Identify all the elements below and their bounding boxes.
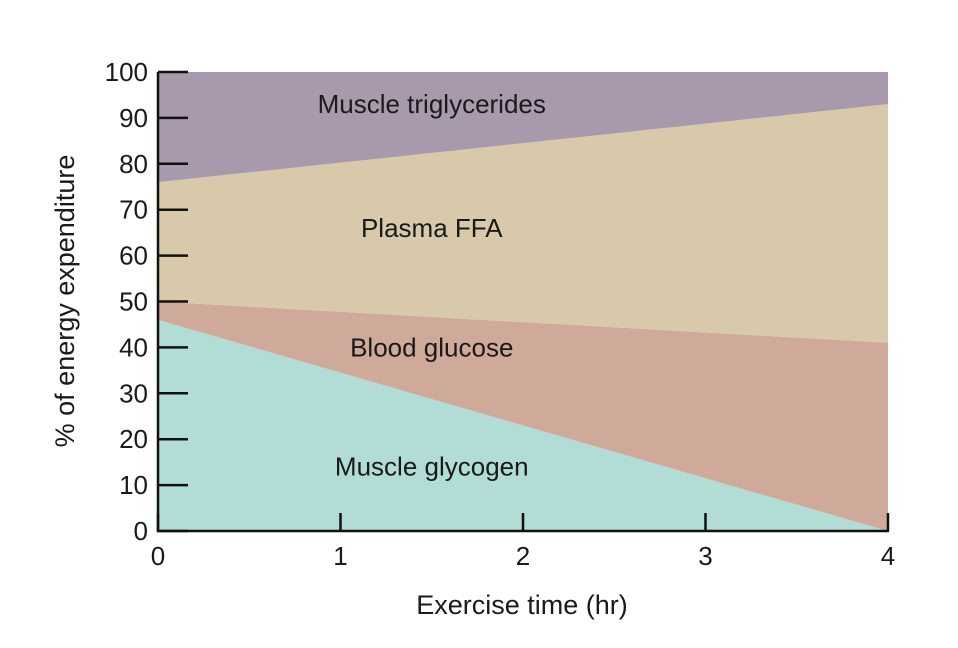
y-tick-label: 10	[119, 470, 148, 500]
y-tick-label: 50	[119, 287, 148, 317]
y-tick-label: 80	[119, 149, 148, 179]
y-tick-label: 100	[105, 57, 148, 87]
y-axis-title: % of energy expenditure	[50, 155, 80, 448]
x-tick-label: 0	[151, 541, 165, 571]
x-tick-label: 2	[516, 541, 530, 571]
y-tick-label: 0	[134, 516, 148, 546]
y-tick-label: 20	[119, 424, 148, 454]
label-blood-glucose: Blood glucose	[350, 332, 513, 362]
area-blood-glucose	[158, 301, 888, 531]
y-tick-label: 70	[119, 195, 148, 225]
label-plasma-ffa: Plasma FFA	[361, 213, 503, 243]
x-tick-label: 1	[333, 541, 347, 571]
y-tick-label: 90	[119, 103, 148, 133]
area-plasma-ffa	[158, 104, 888, 343]
label-muscle-glycogen: Muscle glycogen	[335, 452, 529, 482]
area-labels: Muscle glycogen Blood glucose Plasma FFA Mu…	[318, 89, 546, 482]
x-tick-label: 3	[698, 541, 712, 571]
stacked-areas	[158, 72, 888, 531]
y-axis-ticks: 0 10 20 30 40 50 60 70 80 90 100	[105, 57, 188, 546]
x-axis-title: Exercise time (hr)	[416, 590, 628, 620]
x-axis-ticks: 0 1 2 3 4	[151, 513, 895, 571]
label-muscle-triglycerides: Muscle triglycerides	[318, 89, 546, 119]
y-tick-label: 30	[119, 378, 148, 408]
y-tick-label: 40	[119, 332, 148, 362]
area-muscle-triglycerides	[158, 72, 888, 183]
x-tick-label: 4	[881, 541, 895, 571]
y-tick-label: 60	[119, 241, 148, 271]
